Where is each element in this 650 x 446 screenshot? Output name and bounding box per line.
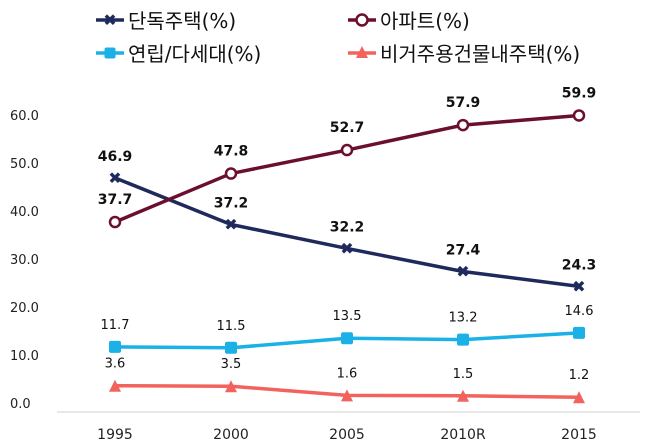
data-label-detached-house: 32.2 <box>330 219 365 235</box>
data-label-row-house: 13.5 <box>333 309 362 324</box>
data-label-apartment: 59.9 <box>562 85 597 101</box>
data-point-non-residential <box>457 389 469 402</box>
series-detached-house: ✖ 46.9 ✖ 37.2 ✖ 32.2 ✖ 27.4 ✖ 24.3 <box>98 149 597 296</box>
data-label-row-house: 13.2 <box>449 311 478 326</box>
series-row-house: 11.7 11.5 13.5 13.2 14.6 <box>101 304 594 354</box>
x-tick-label: 2000 <box>213 427 249 443</box>
series-apartment: 37.7 47.8 52.7 57.9 59.9 <box>98 85 597 229</box>
x-tick-label: 2005 <box>329 427 365 443</box>
data-label-row-house: 14.6 <box>565 304 594 319</box>
data-label-apartment: 47.8 <box>214 144 249 160</box>
data-point-apartment <box>456 118 470 132</box>
data-point-row-house <box>225 341 237 354</box>
legend-item-row-house: 연립/다세대(%) <box>96 42 261 66</box>
data-point-row-house <box>109 340 121 353</box>
x-axis: 1995 2000 2005 2010R 2015 <box>97 427 597 443</box>
legend-marker-non-residential <box>356 46 368 58</box>
data-label-detached-house: 37.2 <box>214 195 249 211</box>
data-point-non-residential <box>225 380 237 393</box>
data-label-apartment: 37.7 <box>98 192 133 208</box>
series-line-detached-house <box>114 176 580 289</box>
y-tick-label: 20.0 <box>10 301 39 316</box>
data-point-detached-house: ✖ <box>224 215 237 234</box>
x-tick-label: 2015 <box>561 427 597 443</box>
legend-label-non-residential: 비거주용건물내주택(%) <box>380 42 580 66</box>
data-point-detached-house: ✖ <box>108 168 121 187</box>
y-tick-label: 50.0 <box>10 157 39 172</box>
data-label-non-residential: 3.6 <box>105 357 126 372</box>
legend-marker-row-house <box>104 47 116 59</box>
data-point-row-house <box>573 326 585 339</box>
y-tick-label: 30.0 <box>10 253 39 268</box>
data-point-detached-house: ✖ <box>456 262 469 281</box>
y-tick-label: 10.0 <box>10 349 39 364</box>
data-point-row-house <box>341 332 353 345</box>
y-tick-label: 0.0 <box>10 397 31 412</box>
data-label-detached-house: 24.3 <box>562 257 597 273</box>
data-point-detached-house: ✖ <box>572 277 585 296</box>
data-point-detached-house: ✖ <box>340 239 353 258</box>
data-label-detached-house: 46.9 <box>98 149 133 165</box>
data-point-non-residential <box>341 389 353 402</box>
data-label-non-residential: 1.2 <box>569 368 590 383</box>
data-label-non-residential: 3.5 <box>221 357 242 372</box>
data-point-apartment <box>572 109 586 122</box>
x-tick-label: 1995 <box>97 427 133 443</box>
data-label-apartment: 57.9 <box>446 95 481 111</box>
data-label-detached-house: 27.4 <box>446 242 481 258</box>
y-tick-label: 60.0 <box>10 109 39 124</box>
legend-label-apartment: 아파트(%) <box>380 9 470 33</box>
y-axis: 0.0 10.0 20.0 30.0 40.0 50.0 60.0 <box>10 109 39 412</box>
legend-label-detached-house: 단독주택(%) <box>128 9 236 33</box>
data-label-non-residential: 1.5 <box>453 367 474 382</box>
data-point-apartment <box>108 215 122 229</box>
data-label-row-house: 11.5 <box>217 319 246 334</box>
legend-item-apartment: 아파트(%) <box>348 9 470 33</box>
data-label-apartment: 52.7 <box>330 120 365 136</box>
data-label-row-house: 11.7 <box>101 318 130 333</box>
legend-marker-apartment <box>355 13 369 27</box>
plot-area: ✖ 46.9 ✖ 37.2 ✖ 32.2 ✖ 27.4 ✖ 24.3 37.7 47.8 52.7 57.… <box>98 85 597 404</box>
data-label-non-residential: 1.6 <box>337 366 358 381</box>
data-point-non-residential <box>109 379 121 392</box>
data-point-apartment <box>340 143 354 157</box>
legend-marker-detached-house: ✖ <box>103 11 116 30</box>
data-point-non-residential <box>573 391 585 404</box>
legend: ✖ 단독주택(%) 아파트(%) 연립/다세대(%) 비거주용건물내주택(%) <box>96 9 580 66</box>
x-tick-label: 2010R <box>440 427 486 443</box>
data-point-apartment <box>224 167 238 180</box>
legend-item-non-residential: 비거주용건물내주택(%) <box>348 42 580 66</box>
legend-label-row-house: 연립/다세대(%) <box>128 42 261 66</box>
series-non-residential: 3.6 3.5 1.6 1.5 1.2 <box>105 357 590 404</box>
data-point-row-house <box>457 333 469 346</box>
legend-item-detached-house: ✖ 단독주택(%) <box>96 9 236 33</box>
y-tick-label: 40.0 <box>10 205 39 220</box>
